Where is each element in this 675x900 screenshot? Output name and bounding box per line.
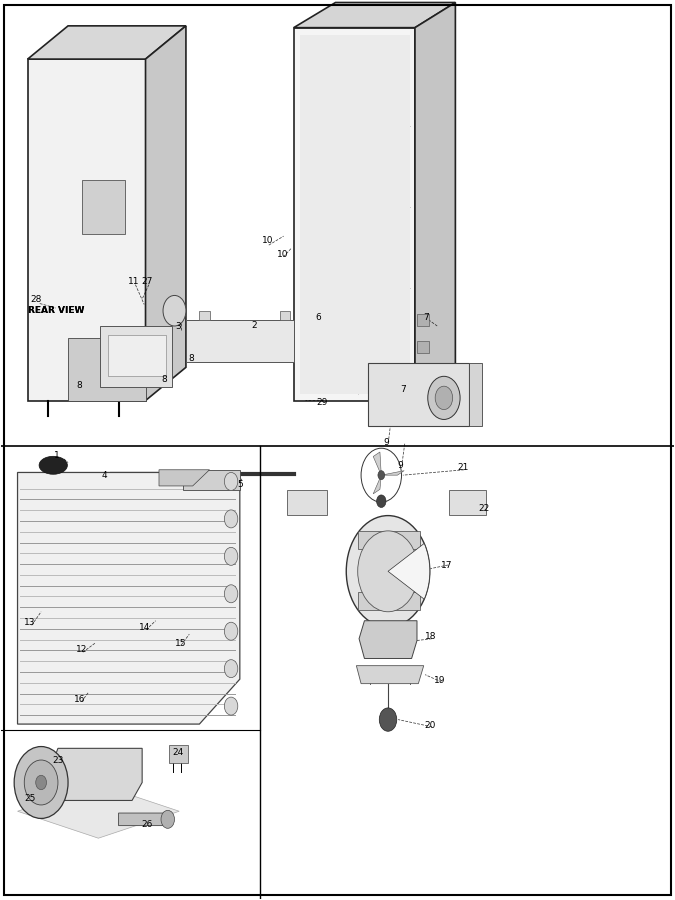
Polygon shape [300, 35, 410, 394]
Text: 25: 25 [24, 794, 35, 803]
Text: 13: 13 [24, 618, 35, 627]
Polygon shape [82, 180, 126, 234]
Text: 23: 23 [52, 756, 63, 765]
Polygon shape [182, 470, 240, 490]
Polygon shape [109, 335, 166, 376]
Text: 14: 14 [138, 624, 150, 633]
Polygon shape [368, 363, 469, 426]
Text: 7: 7 [423, 312, 429, 321]
Text: 3: 3 [175, 322, 181, 331]
Circle shape [224, 585, 238, 603]
Polygon shape [159, 470, 209, 486]
Text: 1: 1 [55, 451, 60, 460]
Circle shape [24, 760, 58, 805]
Text: 10: 10 [277, 249, 288, 258]
Polygon shape [28, 26, 186, 59]
Polygon shape [469, 363, 483, 426]
Polygon shape [415, 3, 456, 400]
Circle shape [377, 495, 386, 508]
Text: 28: 28 [30, 295, 42, 304]
Text: 22: 22 [478, 504, 489, 513]
Text: 18: 18 [425, 633, 436, 642]
Polygon shape [169, 744, 188, 762]
Circle shape [428, 376, 460, 419]
Polygon shape [358, 592, 420, 610]
Text: 24: 24 [172, 748, 184, 757]
Text: 5: 5 [238, 480, 244, 489]
Text: 8: 8 [188, 354, 194, 363]
Text: 4: 4 [102, 471, 107, 480]
Text: 29: 29 [317, 398, 327, 407]
Text: 9: 9 [384, 438, 389, 447]
Polygon shape [381, 471, 404, 475]
Ellipse shape [39, 456, 68, 474]
Polygon shape [146, 26, 186, 400]
Bar [417, 341, 429, 353]
Circle shape [161, 810, 174, 828]
Circle shape [358, 531, 418, 612]
Text: 11: 11 [128, 276, 139, 285]
Wedge shape [388, 544, 430, 599]
Circle shape [224, 472, 238, 490]
Bar [417, 314, 429, 326]
Circle shape [224, 622, 238, 640]
Polygon shape [280, 310, 290, 320]
Polygon shape [51, 748, 142, 800]
Circle shape [379, 708, 397, 732]
Circle shape [224, 547, 238, 565]
Polygon shape [18, 472, 240, 724]
Polygon shape [68, 338, 146, 400]
Circle shape [36, 775, 47, 789]
Circle shape [435, 386, 453, 410]
Circle shape [346, 516, 430, 627]
Polygon shape [358, 531, 420, 549]
Text: 8: 8 [161, 375, 167, 384]
Circle shape [163, 295, 186, 326]
Circle shape [224, 510, 238, 528]
Polygon shape [373, 475, 381, 494]
Circle shape [378, 471, 385, 480]
Polygon shape [119, 813, 168, 825]
Text: 12: 12 [76, 645, 87, 654]
Circle shape [14, 746, 68, 818]
Text: 15: 15 [175, 639, 186, 648]
Text: 10: 10 [262, 236, 273, 245]
Text: 7: 7 [401, 385, 406, 394]
Text: 8: 8 [77, 381, 82, 390]
Polygon shape [356, 666, 424, 684]
Polygon shape [373, 452, 381, 475]
Text: REAR VIEW: REAR VIEW [28, 306, 84, 315]
Bar [449, 490, 486, 515]
Text: 2: 2 [251, 321, 256, 330]
Text: 16: 16 [74, 696, 86, 705]
Polygon shape [294, 3, 456, 28]
Text: 17: 17 [441, 561, 452, 570]
Text: 20: 20 [425, 722, 436, 731]
Polygon shape [101, 326, 173, 387]
Text: 6: 6 [316, 312, 321, 321]
Text: 26: 26 [141, 820, 153, 829]
Text: 27: 27 [142, 276, 153, 285]
Bar [287, 490, 327, 515]
Text: 19: 19 [434, 676, 446, 685]
Polygon shape [359, 621, 417, 659]
Circle shape [224, 660, 238, 678]
Polygon shape [18, 784, 179, 838]
Circle shape [224, 698, 238, 716]
Polygon shape [28, 59, 146, 400]
Polygon shape [199, 310, 209, 320]
Text: 9: 9 [398, 461, 403, 470]
Text: REAR VIEW: REAR VIEW [28, 306, 84, 315]
Text: 21: 21 [458, 464, 469, 472]
Polygon shape [186, 320, 294, 362]
Polygon shape [294, 28, 415, 400]
